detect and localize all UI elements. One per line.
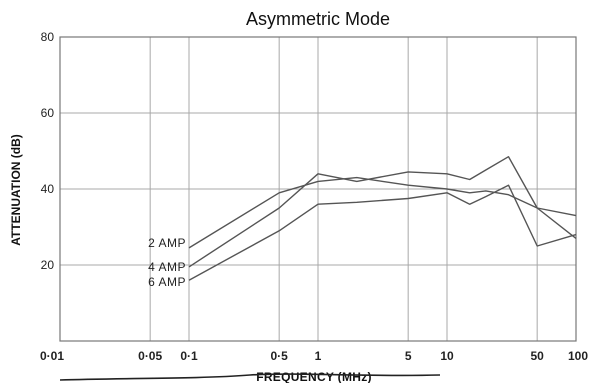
x-tick-label: 1 (315, 349, 322, 363)
plot-frame (59, 36, 577, 342)
series-lines (188, 155, 577, 281)
y-tick-label: 60 (41, 106, 55, 120)
y-tick-label: 40 (41, 182, 55, 196)
x-tick-label: 100 (568, 349, 588, 363)
series-line-2-amp (188, 176, 577, 249)
x-tick-label: 50 (530, 349, 544, 363)
series-line-6-amp (188, 184, 577, 281)
x-tick-label: 0·01 (40, 349, 64, 363)
y-axis-label: ATTENUATION (dB) (9, 134, 23, 246)
x-axis-label: FREQUENCY (MHz) (256, 370, 372, 383)
chart-title: Asymmetric Mode (246, 9, 390, 29)
x-axis-label-underline (59, 373, 441, 381)
x-tick-label: 0·05 (138, 349, 162, 363)
y-tick-label: 80 (41, 30, 55, 44)
y-tick-label: 20 (41, 258, 55, 272)
x-tick-label: 5 (405, 349, 412, 363)
y-axis: 20 40 60 80 (41, 30, 55, 272)
series-line-6-amp-label: 6 AMP (148, 275, 186, 289)
series-line-4-amp-label: 4 AMP (148, 260, 186, 274)
series-line-2-amp-label: 2 AMP (148, 236, 186, 250)
x-tick-label: 10 (440, 349, 454, 363)
x-tick-label: 0·1 (180, 349, 198, 363)
x-tick-label: 0·5 (270, 349, 288, 363)
grid (60, 37, 576, 341)
series-line-4-amp (188, 155, 577, 268)
x-axis: 0·01 0·05 0·1 0·5 1 5 10 50 100 (40, 349, 588, 363)
